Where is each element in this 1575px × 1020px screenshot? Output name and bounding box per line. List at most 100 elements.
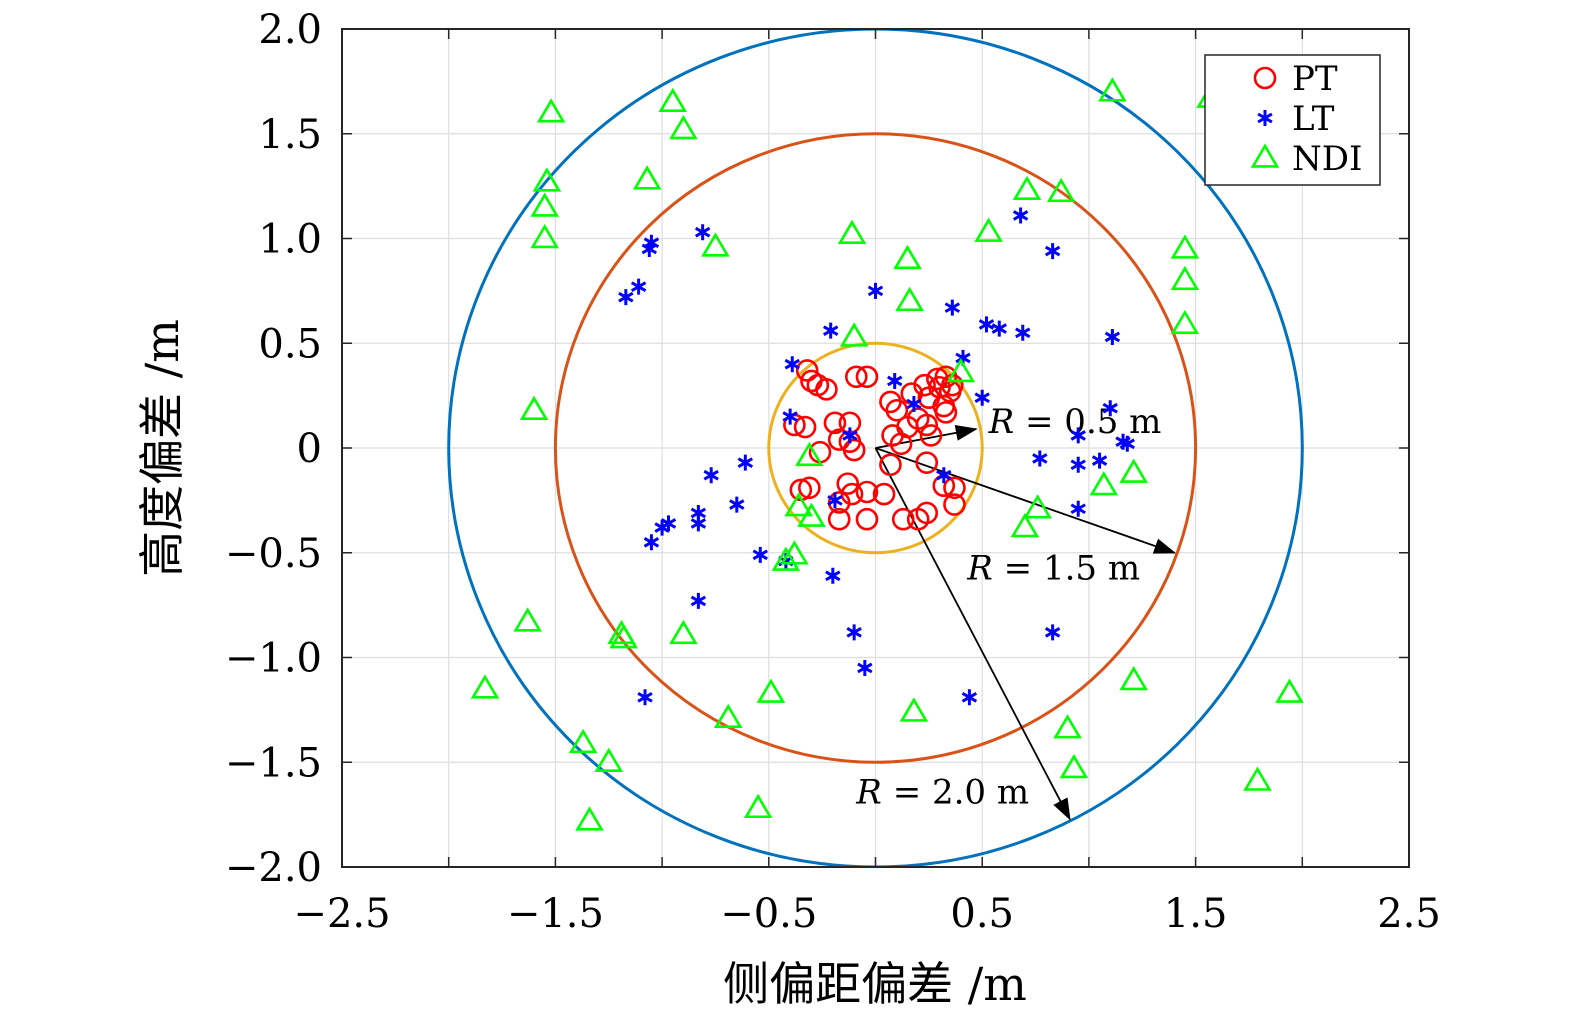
point-NDI [1275, 678, 1304, 703]
point-NDI [899, 697, 929, 722]
point-NDI [513, 607, 542, 632]
point-LT [857, 659, 873, 676]
x-tick-label: 1.5 [1164, 891, 1228, 937]
point-NDI [784, 492, 813, 517]
point-PT [855, 480, 879, 504]
point-NDI [1046, 177, 1076, 203]
x-tick-label: 0.5 [950, 891, 1014, 937]
annotation-label-1: R = 1.5 m [966, 548, 1140, 588]
radius-annotations: R = 0.5 m R = 1.5 m R = 2.0 m [855, 402, 1177, 821]
radius-circles [447, 29, 1304, 867]
point-LT [961, 689, 978, 706]
point-NDI [1012, 175, 1042, 201]
point-NDI [1119, 665, 1148, 691]
point-LT [752, 546, 768, 563]
y-tick-label: 0 [297, 426, 322, 472]
point-NDI [946, 358, 976, 383]
point-LT [842, 427, 858, 444]
point-NDI [1170, 265, 1200, 291]
point-PT [889, 432, 913, 456]
point-LT [1104, 328, 1121, 345]
annotation-label-2: R = 2.0 m [855, 773, 1029, 813]
point-LT [690, 515, 707, 532]
point-NDI [1023, 494, 1052, 519]
y-tick-label: 2.0 [258, 7, 322, 53]
point-NDI [837, 219, 867, 245]
point-PT [919, 424, 943, 447]
point-NDI [713, 703, 743, 728]
point-PT [926, 367, 949, 391]
point-PT [915, 501, 939, 525]
point-NDI [532, 167, 562, 192]
point-PT [842, 438, 866, 462]
point-LT [1044, 624, 1061, 641]
point-LT [694, 224, 711, 241]
annotation-label-0: R = 0.5 m [988, 402, 1162, 442]
x-tick-label: 2.5 [1377, 891, 1441, 937]
radius-circle-1-5 [553, 132, 1198, 764]
point-PT [855, 365, 879, 389]
y-tick-label: −1.0 [225, 636, 322, 682]
point-NDI [839, 322, 869, 347]
point-PT [881, 424, 904, 447]
legend-label-PT: PT [1292, 59, 1338, 99]
legend-marker-NDI [1250, 143, 1280, 168]
point-NDI [1170, 234, 1200, 259]
point-NDI [1053, 714, 1082, 739]
point-PT [943, 476, 966, 500]
point-LT [784, 356, 800, 373]
x-tick-label: −2.5 [293, 891, 390, 937]
point-NDI [594, 747, 624, 772]
point-PT [879, 453, 902, 477]
x-tick-label: −1.5 [507, 891, 604, 937]
radius-circle-0-5 [767, 341, 984, 555]
point-NDI [893, 244, 922, 270]
point-NDI [568, 728, 598, 754]
tick-labels: −2.5 −1.5 −0.5 0.5 1.5 2.5 2.0 1.5 1.0 0.5 0 −0.5 −1… [225, 7, 1441, 937]
point-LT [618, 289, 634, 306]
point-LT [906, 396, 922, 413]
point-LT [637, 689, 653, 706]
point-LT [827, 492, 843, 509]
annotation-arrow-1 [875, 447, 1177, 554]
point-NDI [669, 114, 698, 140]
y-tick-label: 1.5 [258, 112, 322, 158]
legend-label-NDI: NDI [1292, 139, 1362, 179]
point-LT [974, 389, 990, 406]
radius-circle-2 [447, 29, 1304, 867]
point-PT [913, 373, 936, 397]
y-tick-label: −2.0 [225, 845, 322, 891]
point-PT [855, 507, 879, 531]
point-PT [844, 365, 868, 389]
point-PT [815, 378, 838, 401]
point-NDI [756, 678, 786, 703]
point-LT [978, 316, 995, 333]
x-tick-label: −0.5 [720, 891, 817, 937]
point-NDI [470, 674, 500, 699]
point-LT [1012, 207, 1029, 224]
x-axis-title: 侧偏距偏差 /m [723, 957, 1027, 1011]
y-tick-label: 0.5 [258, 321, 322, 367]
point-LT [823, 322, 839, 339]
point-NDI [795, 441, 824, 467]
legend-marker-LT [1257, 110, 1273, 126]
point-NDI [771, 546, 801, 571]
point-NDI [669, 619, 698, 645]
y-tick-label: 1.0 [258, 217, 322, 263]
point-LT [690, 592, 707, 609]
point-PT [795, 359, 819, 382]
point-NDI [1089, 471, 1119, 496]
point-LT [936, 467, 952, 484]
point-LT [729, 496, 745, 513]
point-PT [798, 476, 821, 500]
point-LT [825, 567, 841, 584]
point-PT [840, 482, 864, 506]
point-NDI [536, 98, 566, 123]
point-PT [891, 507, 915, 531]
point-LT [641, 240, 657, 257]
y-tick-label: −0.5 [225, 531, 322, 577]
y-axis-title: 高度偏差 /m [135, 319, 189, 577]
point-LT [654, 519, 670, 536]
point-PT [823, 411, 847, 435]
point-LT [1091, 452, 1108, 469]
